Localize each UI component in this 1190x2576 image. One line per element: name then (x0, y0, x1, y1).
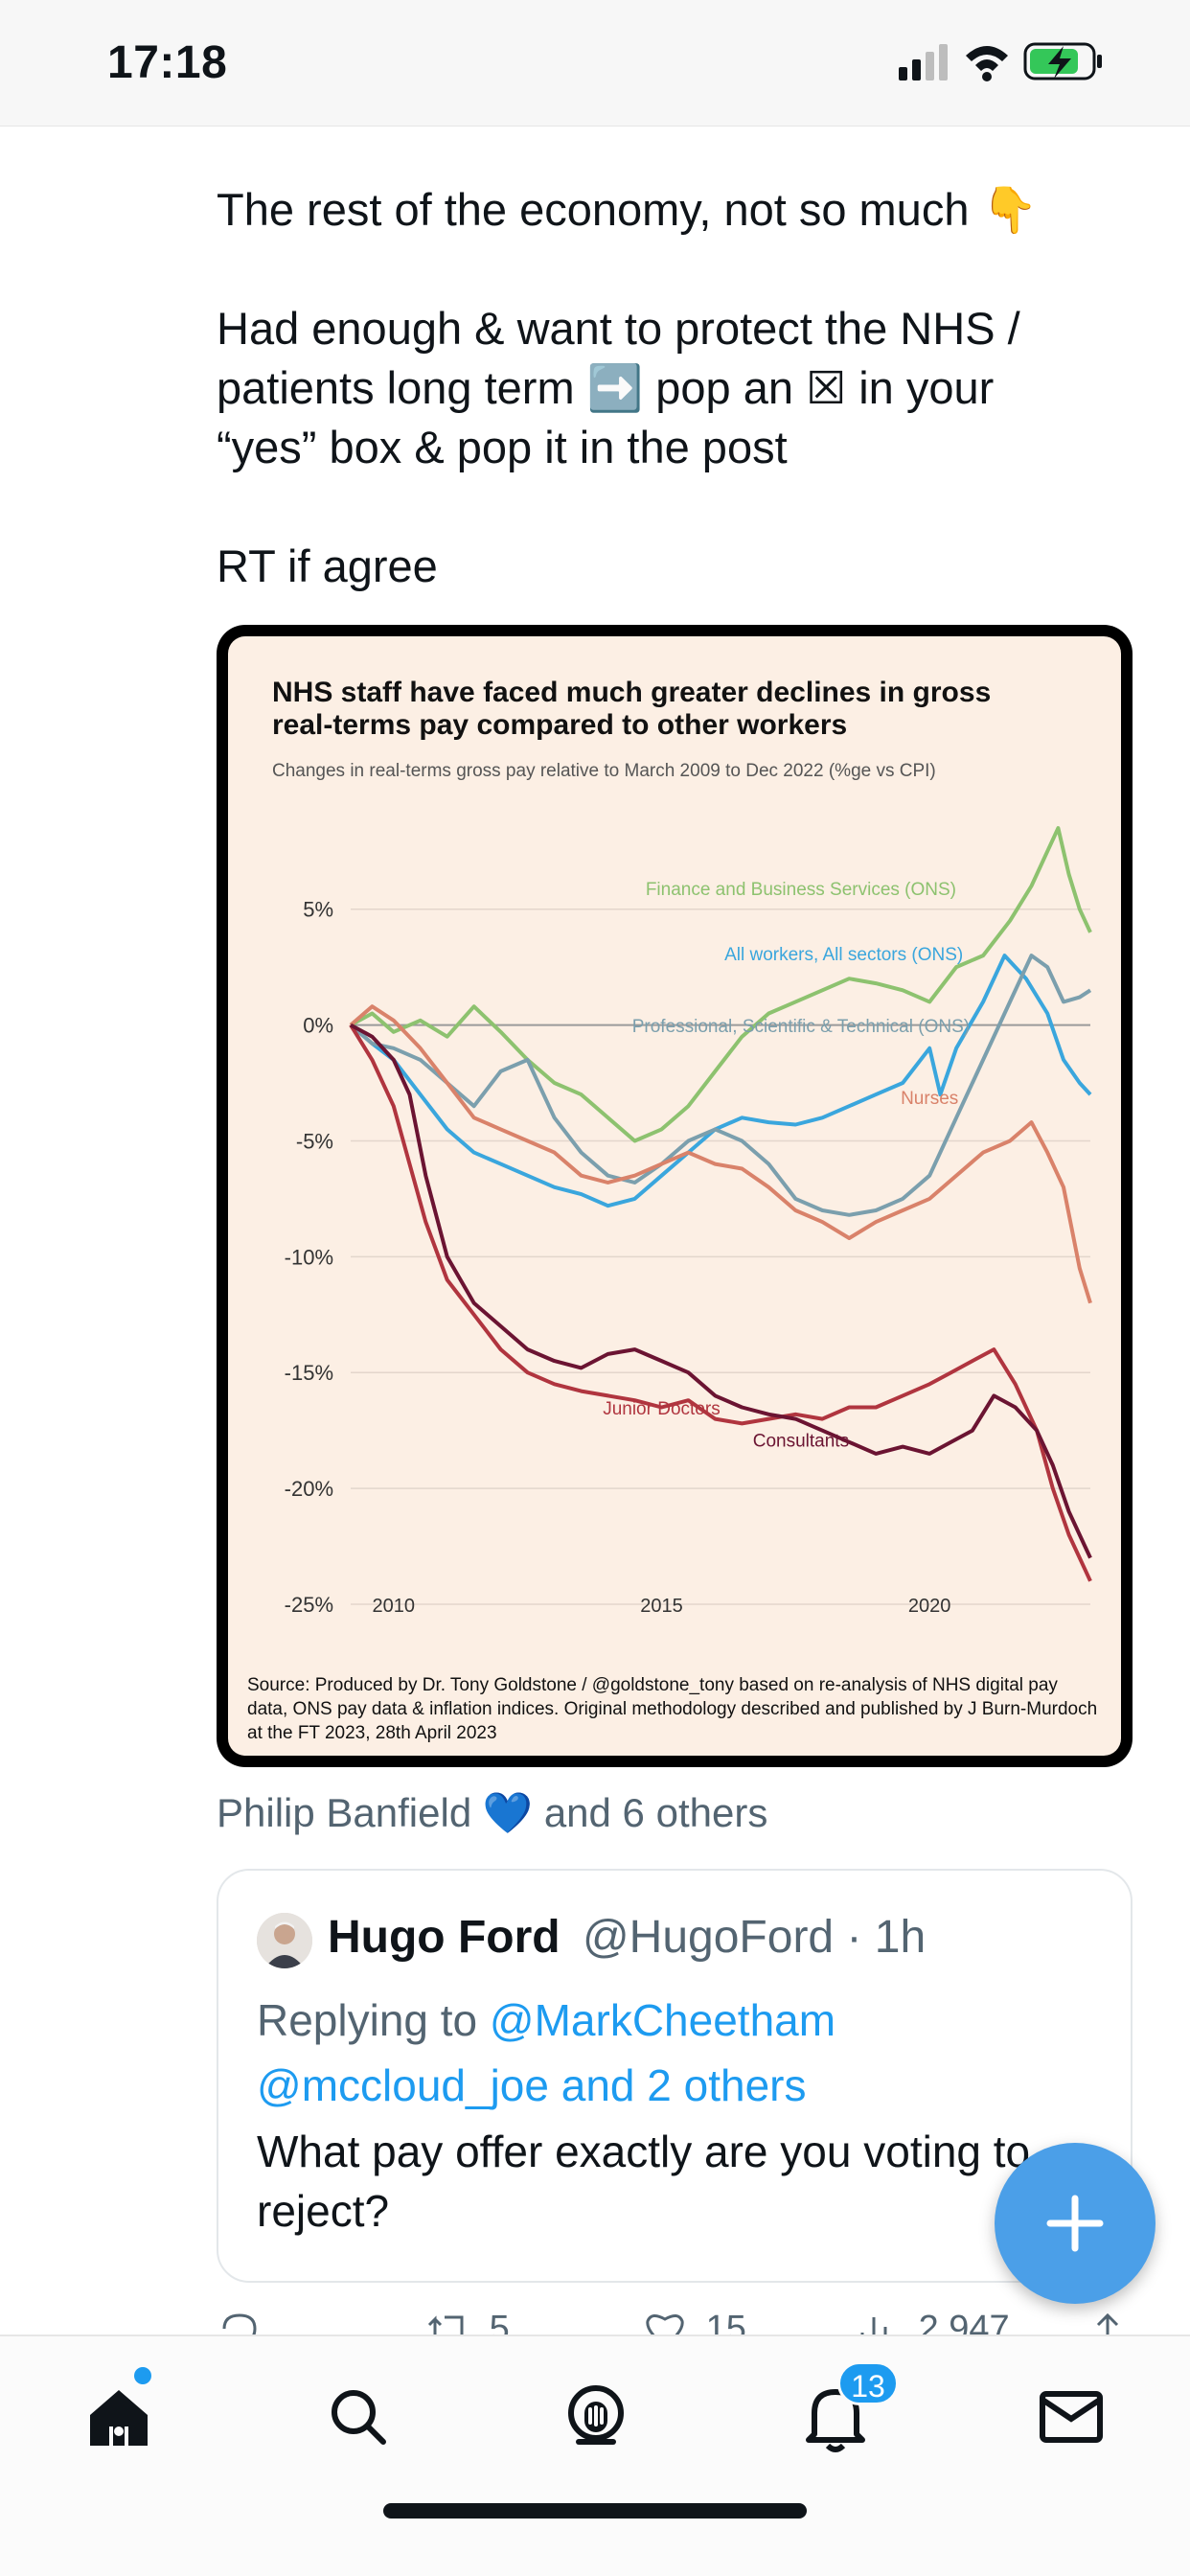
reply-card[interactable]: Hugo Ford @HugoFord · 1h Replying to @Ma… (217, 1869, 1133, 2283)
avatar[interactable] (257, 1913, 312, 1968)
reply-body-text: What pay offer exactly are you voting to… (257, 2127, 1031, 2236)
views-chart-icon (860, 2317, 887, 2334)
series-label: Finance and Business Services (ONS) (646, 880, 956, 900)
liker-suffix: and 6 others (543, 1790, 768, 1835)
home-icon (90, 2390, 148, 2446)
x-tick-label: 2015 (640, 1596, 683, 1617)
series-line (350, 826, 1092, 1143)
series-label: All workers, All sectors (ONS) (724, 945, 963, 965)
series-line (349, 954, 1092, 1217)
views-button[interactable]: 2,947 (855, 2310, 1010, 2334)
cellular-signal-icon (899, 44, 948, 80)
liker-name: Philip Banfield (217, 1790, 472, 1835)
plus-icon (1046, 2195, 1104, 2252)
retweet-count: 5 (489, 2310, 510, 2334)
series-line (350, 1023, 1092, 1559)
reply-header: Hugo Ford @HugoFord · 1h (328, 1911, 926, 1964)
status-icons (899, 42, 1102, 81)
tweet-media-image[interactable]: NHS staff have faced much greater declin… (217, 625, 1133, 1767)
line-chart: NHS staff have faced much greater declin… (247, 677, 1098, 1743)
tweet-line: RT if agree (217, 540, 438, 591)
bottom-tab-bar: 13 (0, 2334, 1190, 2576)
series-line (349, 954, 1092, 1208)
reply-author-handle[interactable]: @HugoFord · 1h (582, 1912, 927, 1963)
notifications-badge: 13 (837, 2361, 899, 2405)
retweet-button[interactable]: 5 (425, 2310, 510, 2334)
status-time: 17:18 (107, 37, 228, 88)
heart-icon (646, 2314, 684, 2334)
series-label: Junior Doctors (603, 1399, 721, 1419)
y-tick-label: 0% (303, 1014, 333, 1038)
like-button[interactable]: 15 (642, 2310, 746, 2334)
tab-notifications[interactable] (797, 2379, 874, 2455)
chart-subtitle: Changes in real-terms gross pay relative… (272, 761, 936, 781)
battery-charging-icon (1023, 42, 1102, 80)
search-icon (332, 2390, 386, 2445)
wifi-icon (966, 46, 1008, 81)
replying-to: Replying to @MarkCheetham @mccloud_joe a… (257, 1988, 1100, 2118)
chart-source-note: Source: Produced by Dr. Tony Goldstone /… (247, 1675, 1098, 1743)
reply-author-name[interactable]: Hugo Ford (328, 1912, 561, 1963)
series-label: Nurses (901, 1089, 958, 1109)
series-line (349, 1024, 1092, 1582)
bell-icon (806, 2389, 865, 2452)
tweet-line: Had enough & want to protect the NHS / p… (217, 303, 1020, 472)
views-count: 2,947 (918, 2310, 1010, 2334)
y-tick-label: -10% (285, 1245, 333, 1269)
x-tick-label: 2020 (908, 1596, 951, 1617)
retweet-icon (427, 2315, 464, 2334)
like-count: 15 (705, 2310, 746, 2334)
home-indicator (383, 2503, 807, 2518)
liked-by-line[interactable]: Philip Banfield 💙 and 6 others (217, 1790, 767, 1837)
tweet-action-row: 5 15 2,947 (217, 2310, 1133, 2334)
tab-spaces[interactable] (558, 2379, 634, 2455)
chart-image: NHS staff have faced much greater declin… (228, 636, 1121, 1756)
series-label: Professional, Scientific & Technical (ON… (632, 1017, 970, 1037)
replying-to-links[interactable]: @MarkCheetham @mccloud_joe and 2 others (257, 1995, 836, 2110)
tab-search[interactable] (320, 2379, 397, 2455)
replying-prefix: Replying to (257, 1995, 478, 2045)
y-tick-label: -25% (285, 1593, 333, 1617)
blue-heart-emoji: 💙 (482, 1790, 534, 1835)
status-bar: 17:18 (0, 0, 1190, 126)
y-tick-label: -15% (285, 1361, 333, 1385)
y-tick-label: -5% (296, 1129, 333, 1153)
series-line (349, 1004, 1092, 1304)
x-tick-label: 2010 (373, 1596, 416, 1617)
series-label: Consultants (753, 1432, 849, 1452)
envelope-icon (1040, 2391, 1103, 2443)
compose-tweet-button[interactable] (995, 2143, 1156, 2304)
home-unread-dot (134, 2367, 151, 2384)
tab-messages[interactable] (1033, 2379, 1110, 2455)
reply-icon[interactable] (217, 2310, 263, 2334)
spaces-microphone-icon (568, 2385, 624, 2445)
y-tick-label: 5% (303, 898, 333, 922)
tweet-text: The rest of the economy, not so much 👇 H… (217, 180, 1079, 596)
chart-title: NHS staff have faced much greater declin… (272, 677, 999, 741)
y-tick-label: -20% (285, 1477, 333, 1501)
tweet-line: The rest of the economy, not so much 👇 (217, 184, 1039, 235)
share-icon[interactable] (1090, 2310, 1125, 2334)
tab-home[interactable] (80, 2379, 157, 2455)
